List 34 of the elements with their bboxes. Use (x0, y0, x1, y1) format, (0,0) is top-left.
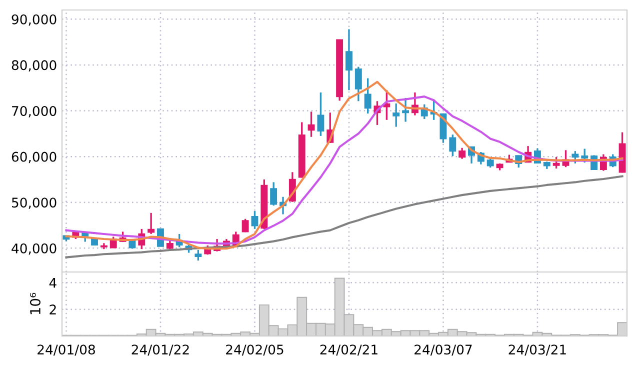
x-tick-label: 24/02/05 (226, 344, 284, 356)
y-axis-title: 10⁶ (30, 292, 40, 314)
y-tick-label: 90,000 (12, 14, 56, 26)
candlestick (346, 28, 352, 91)
candlestick (148, 212, 155, 235)
candlestick (242, 218, 249, 233)
y-tick-label: 2 (50, 304, 56, 314)
x-tick-label: 24/01/08 (38, 344, 95, 356)
candlestick (581, 148, 588, 164)
x-tick-label: 24/03/07 (414, 344, 472, 356)
candlestick (402, 97, 409, 123)
candlestick (572, 150, 579, 164)
candlestick (392, 102, 400, 128)
candlestick (364, 77, 372, 114)
x-tick-label: 24/03/21 (508, 344, 566, 356)
candlestick (194, 249, 202, 262)
y-tick-label: 50,000 (12, 198, 56, 209)
candlestick (251, 210, 258, 230)
candlestick (486, 158, 494, 168)
candlestick (449, 134, 456, 157)
candlestick (317, 92, 324, 137)
candlestick (458, 147, 466, 160)
candlestick (270, 181, 278, 206)
y-tick-label: 80,000 (12, 60, 56, 72)
y-tick-label: 40,000 (12, 243, 56, 255)
x-tick-label: 24/02/21 (320, 344, 378, 356)
line-series (65, 175, 624, 258)
y-tick-label: 60,000 (12, 152, 56, 164)
y-tick-label: 4 (49, 278, 56, 288)
candlestick (552, 156, 560, 170)
candlestick (354, 66, 362, 102)
y-tick-label: 70,000 (12, 106, 56, 118)
candlestick (308, 110, 315, 138)
x-tick-label: 24/01/22 (132, 344, 189, 356)
